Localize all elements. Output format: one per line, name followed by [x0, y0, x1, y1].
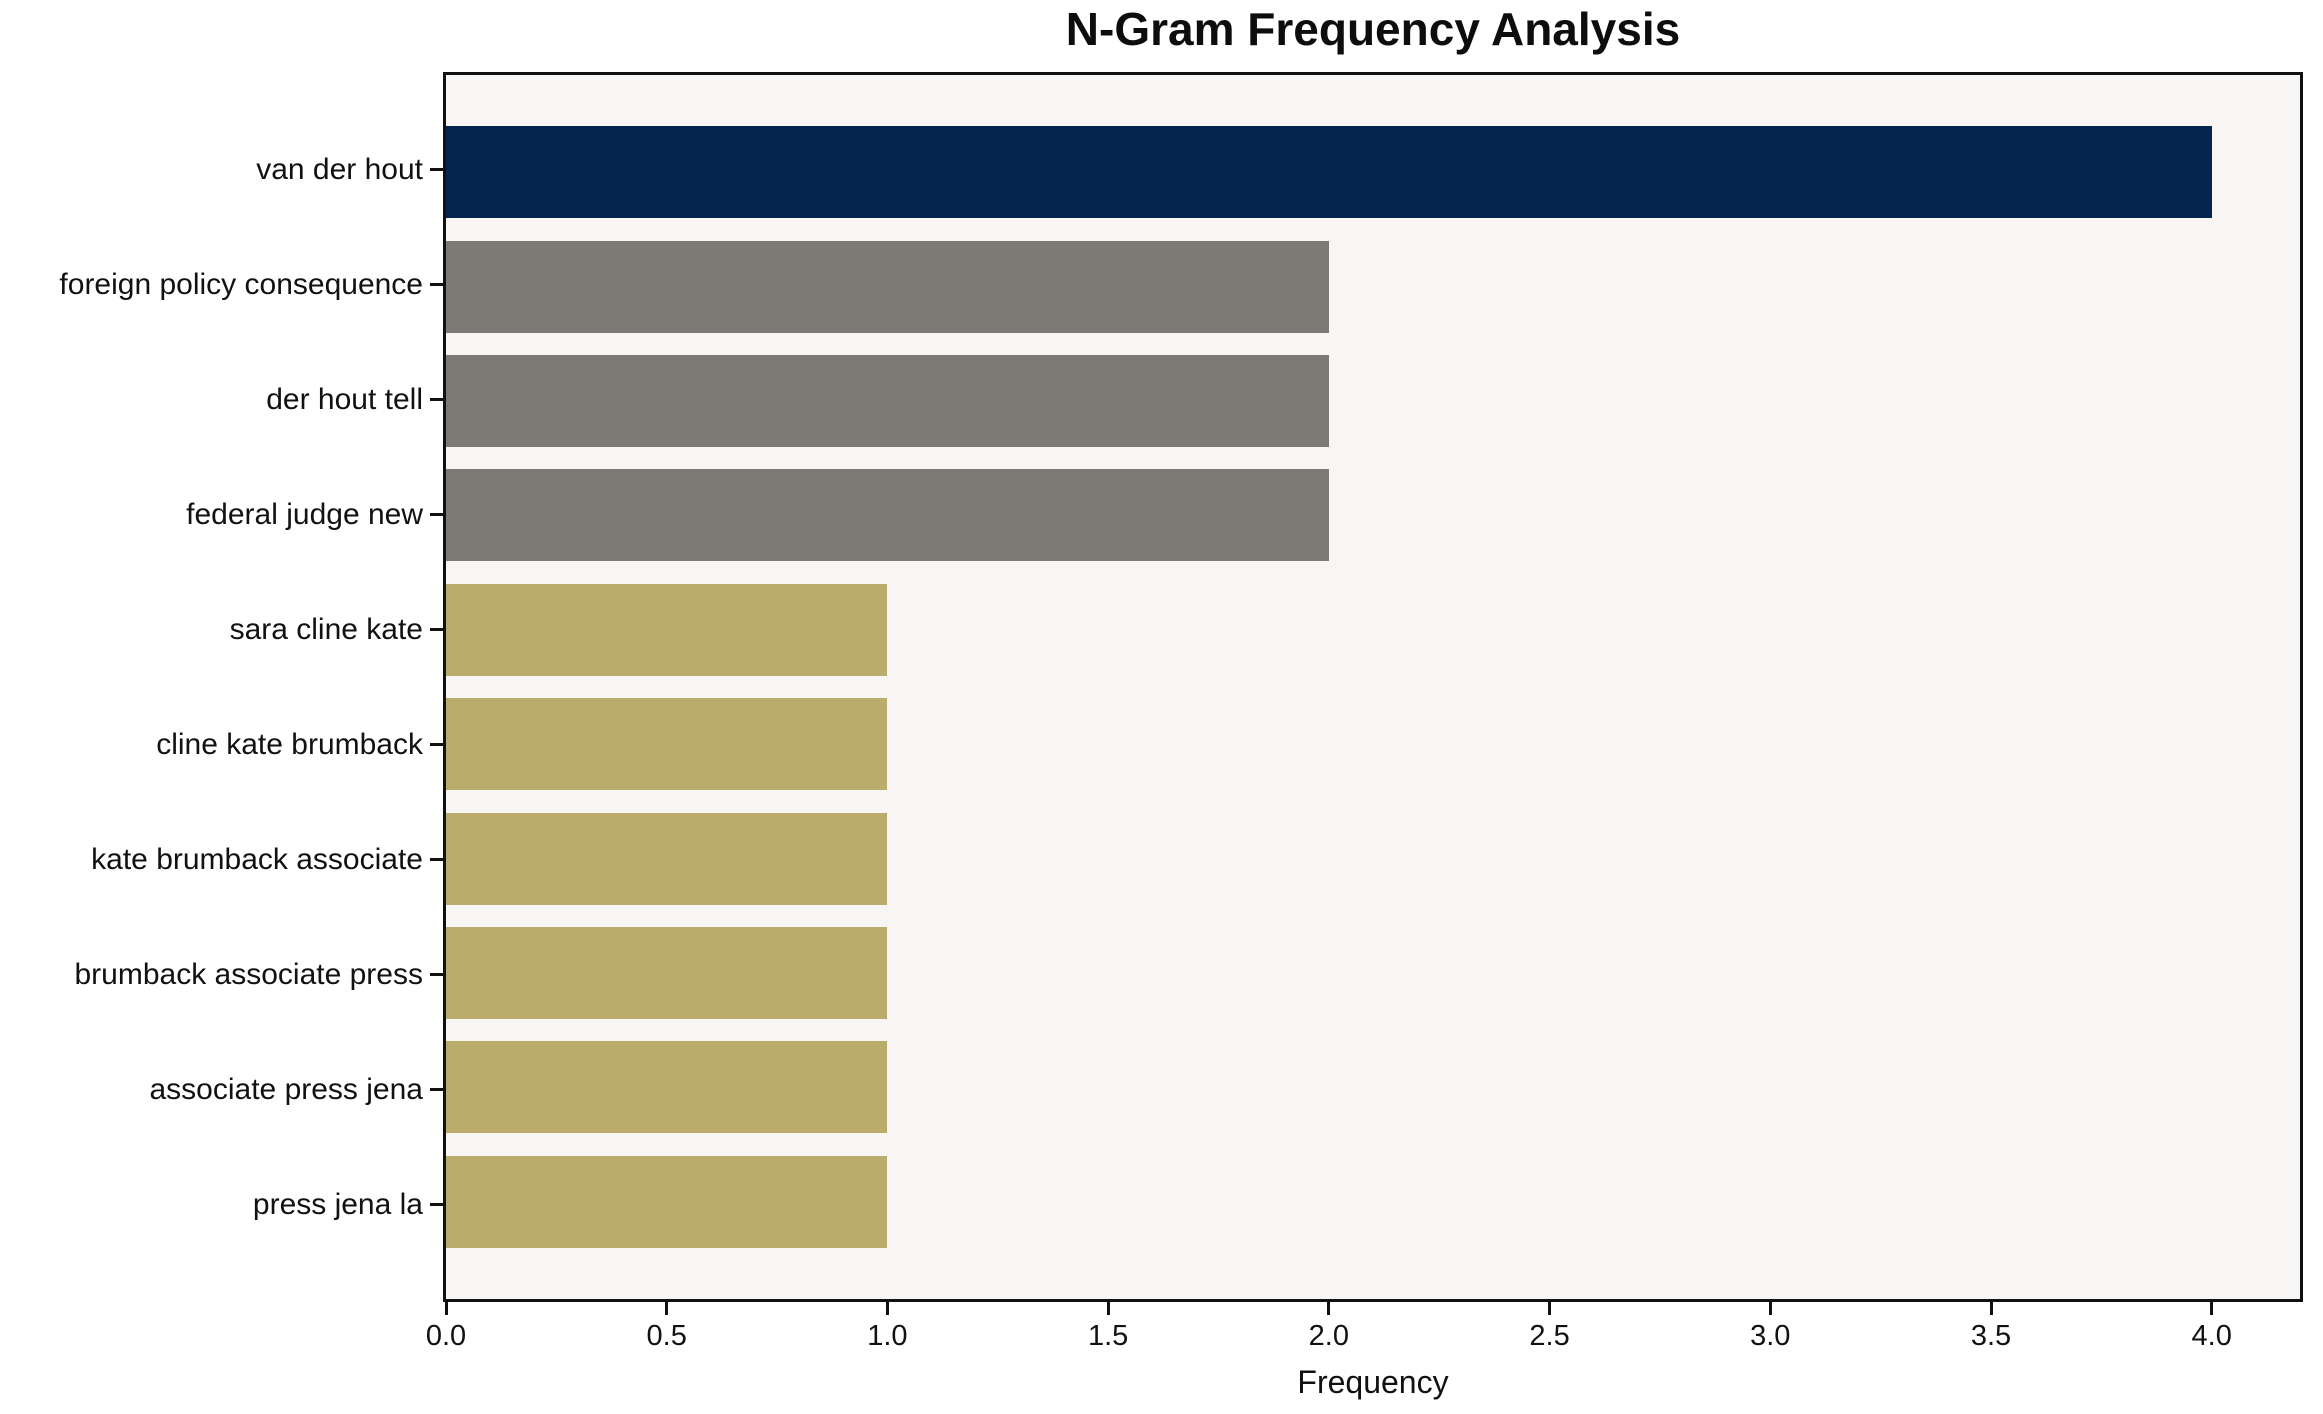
bar-cline-kate-brumback: [446, 698, 888, 791]
bar-row: [446, 573, 2300, 687]
y-tick-mark: [430, 398, 443, 401]
x-tick-label: 3.5: [1970, 1320, 2012, 1352]
y-tick-label: federal judge new: [186, 497, 423, 531]
y-tick-mark: [430, 168, 443, 171]
bars-container: [446, 75, 2300, 1299]
y-tick-mark: [430, 1203, 443, 1206]
x-tick-label: 4.0: [2191, 1320, 2232, 1352]
y-tick-mark: [430, 513, 443, 516]
bar-row: [446, 229, 2300, 343]
y-tick-label: foreign policy consequence: [59, 267, 423, 301]
bar-row: [446, 458, 2300, 572]
bar-row: [446, 344, 2300, 458]
x-tick-mark: [1327, 1302, 1331, 1315]
y-tick-label: der hout tell: [266, 382, 423, 416]
x-tick-label: 0.0: [425, 1320, 467, 1352]
x-tick-label: 1.5: [1087, 1320, 1129, 1352]
bar-associate-press-jena: [446, 1041, 888, 1134]
x-tick-label: 2.5: [1529, 1320, 1570, 1352]
x-tick-label: 3.0: [1750, 1320, 1791, 1352]
x-tick-mark: [1768, 1302, 1772, 1315]
y-tick-label: press jena la: [252, 1187, 423, 1221]
bar-federal-judge-new: [446, 469, 1329, 562]
y-tick-mark: [430, 283, 443, 286]
plot-area: [443, 72, 2303, 1302]
y-tick-label: sara cline kate: [229, 612, 423, 646]
bar-van-der-hout: [446, 126, 2212, 219]
x-tick-label: 2.0: [1308, 1320, 1349, 1352]
x-tick-mark: [1106, 1302, 1110, 1315]
bar-der-hout-tell: [446, 355, 1329, 448]
bar-row: [446, 801, 2300, 915]
x-axis-title: Frequency: [1297, 1364, 1449, 1400]
x-tick-mark: [1989, 1302, 1993, 1315]
bar-brumback-associate-press: [446, 927, 888, 1020]
bar-foreign-policy-consequence: [446, 240, 1329, 333]
bar-row: [446, 1145, 2300, 1259]
bar-sara-cline-kate: [446, 583, 888, 676]
y-tick-label: brumback associate press: [74, 957, 424, 991]
bar-row: [446, 916, 2300, 1030]
y-tick-mark: [430, 628, 443, 631]
y-tick-label: associate press jena: [149, 1072, 424, 1106]
y-tick-mark: [430, 1088, 443, 1091]
y-tick-label: van der hout: [256, 152, 423, 186]
y-tick-label: cline kate brumback: [156, 727, 423, 761]
x-tick-label: 0.5: [646, 1320, 687, 1352]
x-tick-mark: [1548, 1302, 1552, 1315]
x-tick-mark: [2210, 1302, 2214, 1315]
bar-row: [446, 1030, 2300, 1144]
chart-title: N-Gram Frequency Analysis: [1065, 3, 1681, 55]
bar-kate-brumback-associate: [446, 812, 888, 905]
y-tick-mark: [430, 743, 443, 746]
bar-row: [446, 687, 2300, 801]
x-tick-mark: [444, 1302, 448, 1315]
y-tick-label: kate brumback associate: [91, 842, 423, 876]
bar-press-jena-la: [446, 1155, 888, 1248]
y-tick-mark: [430, 858, 443, 861]
y-tick-mark: [430, 973, 443, 976]
x-tick-label: 1.0: [867, 1320, 908, 1352]
x-tick-mark: [885, 1302, 889, 1315]
x-tick-mark: [665, 1302, 669, 1315]
bar-row: [446, 115, 2300, 229]
